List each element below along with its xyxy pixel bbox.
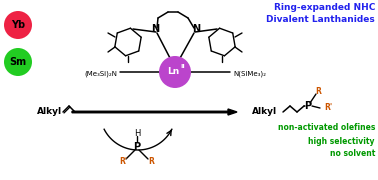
Text: P: P (133, 142, 141, 152)
Circle shape (4, 11, 32, 39)
Text: H: H (134, 129, 140, 138)
Text: P: P (304, 101, 311, 111)
Circle shape (4, 48, 32, 76)
Text: Sm: Sm (9, 57, 26, 67)
Text: Alkyl: Alkyl (37, 107, 62, 116)
FancyArrow shape (72, 109, 237, 115)
Text: N: N (151, 24, 159, 34)
Text: II: II (181, 64, 185, 69)
Text: R: R (315, 87, 321, 96)
Circle shape (159, 56, 191, 88)
Text: R': R' (119, 156, 127, 165)
Text: Divalent Lanthanides: Divalent Lanthanides (266, 15, 375, 24)
Text: Ln: Ln (167, 68, 179, 76)
Text: R': R' (324, 103, 332, 112)
Text: N: N (192, 24, 200, 34)
Text: no solvent: no solvent (330, 150, 375, 159)
Text: N(SiMe₃)₂: N(SiMe₃)₂ (233, 71, 266, 77)
Text: Ring-expanded NHC: Ring-expanded NHC (274, 3, 375, 12)
Text: (Me₃Si)₂N: (Me₃Si)₂N (84, 71, 117, 77)
Text: non-activated olefines: non-activated olefines (277, 123, 375, 132)
Text: R: R (148, 156, 154, 165)
Text: Alkyl: Alkyl (252, 107, 277, 116)
Text: Yb: Yb (11, 20, 25, 30)
Text: high selectivity: high selectivity (308, 136, 375, 145)
